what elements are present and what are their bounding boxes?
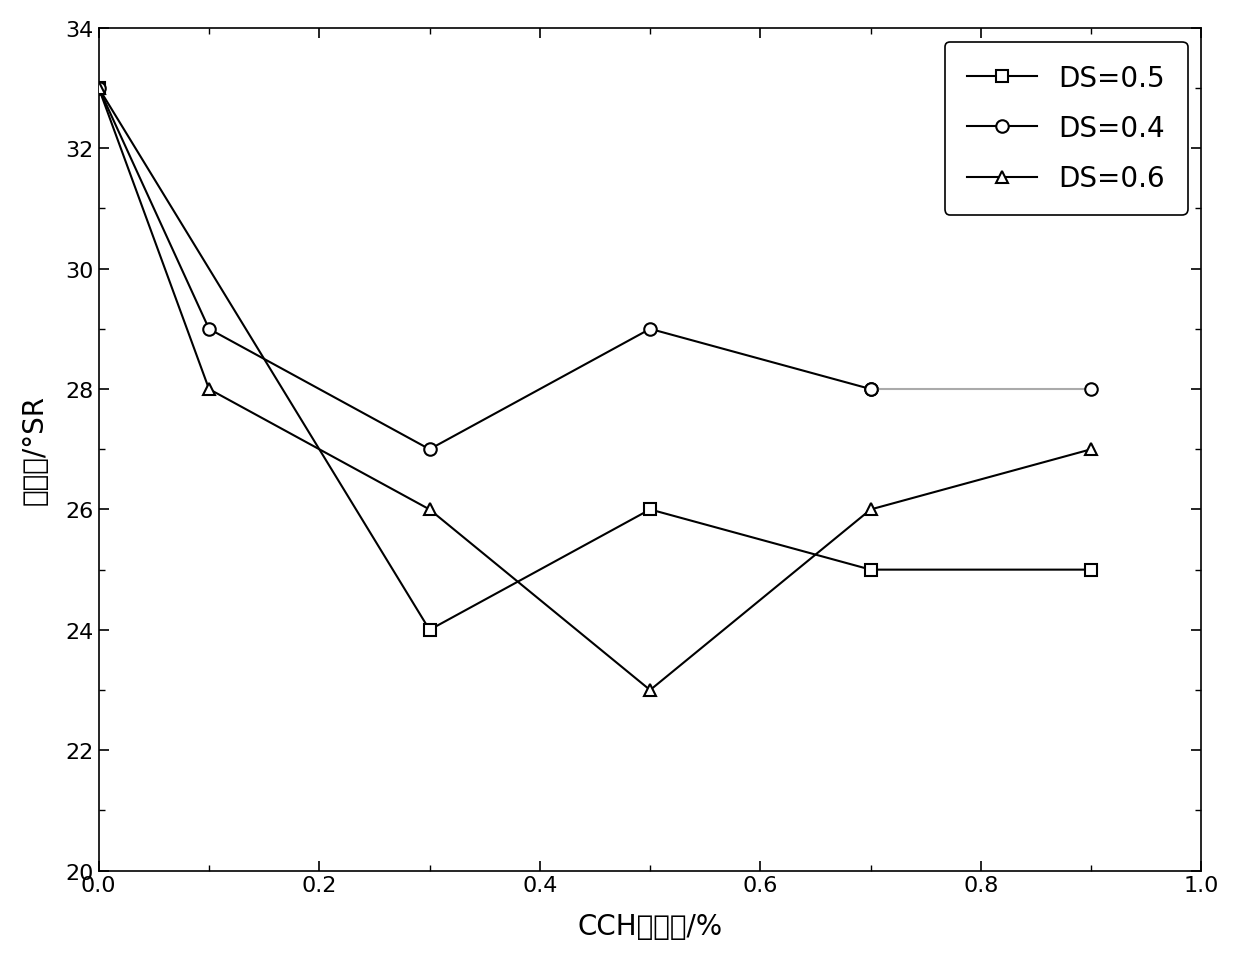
X-axis label: CCH加入量/%: CCH加入量/% (578, 912, 723, 940)
DS=0.6 (422, 505, 436, 516)
DS=0.5 (92, 84, 107, 95)
DS=0.6 (1084, 444, 1099, 456)
DS=0.5 (422, 625, 436, 636)
Y-axis label: 打浆度/°SR: 打浆度/°SR (21, 395, 48, 505)
DS=0.6 (863, 505, 878, 516)
DS=0.6 (92, 84, 107, 95)
DS=0.5 (1084, 564, 1099, 576)
DS=0.6 (202, 383, 217, 395)
Line: DS=0.5: DS=0.5 (93, 83, 1097, 636)
Line: DS=0.6: DS=0.6 (93, 83, 1097, 697)
DS=0.5 (642, 505, 657, 516)
DS=0.6 (642, 684, 657, 696)
Legend: DS=0.5, DS=0.4, DS=0.6: DS=0.5, DS=0.4, DS=0.6 (945, 42, 1188, 215)
DS=0.5 (863, 564, 878, 576)
